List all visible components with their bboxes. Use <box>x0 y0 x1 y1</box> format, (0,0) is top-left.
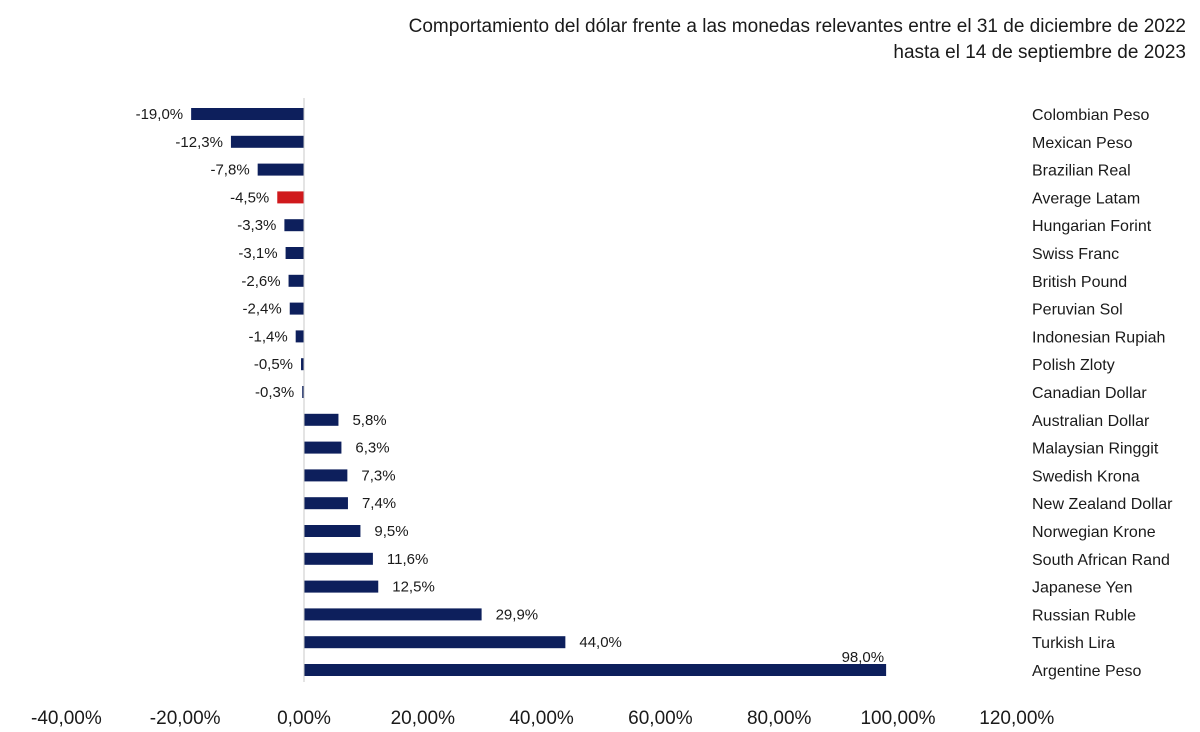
chart-title-line-2: hasta el 14 de septiembre de 2023 <box>893 42 1186 63</box>
bar-0 <box>191 108 304 120</box>
category-label: Colombian Peso <box>1032 107 1150 124</box>
category-label: Mexican Peso <box>1032 135 1133 152</box>
data-label: -1,4% <box>248 328 287 345</box>
category-label: Brazilian Real <box>1032 163 1131 180</box>
x-tick-label: 80,00% <box>747 708 812 729</box>
bar-7 <box>289 302 304 315</box>
category-label: Average Latam <box>1032 190 1140 207</box>
data-label: 44,0% <box>579 634 622 651</box>
bar-20 <box>304 664 887 676</box>
ticks-layer: -40,00% -20,00% 0,00% 20,00% 40,00% 60,00% 80,… <box>31 708 1054 729</box>
data-label: -0,3% <box>255 384 294 401</box>
chart-title-line-1: Comportamiento del dólar frente a las mo… <box>408 16 1186 37</box>
category-label: Japanese Yen <box>1032 580 1133 597</box>
category-label: Russian Ruble <box>1032 607 1136 624</box>
bar-2 <box>257 163 304 176</box>
bar-9 <box>301 358 304 371</box>
x-tick-label: 60,00% <box>628 708 693 729</box>
category-label: Australian Dollar <box>1032 413 1150 430</box>
x-tick-label: -20,00% <box>150 708 221 729</box>
bar-12 <box>304 441 342 454</box>
bar-5 <box>285 247 304 259</box>
data-label: -7,8% <box>210 162 249 179</box>
category-label: New Zealand Dollar <box>1032 496 1173 513</box>
data-label: -3,1% <box>238 245 277 262</box>
category-label: Swiss Franc <box>1032 246 1119 263</box>
data-label: -2,6% <box>241 273 280 290</box>
bar-6 <box>288 274 304 287</box>
data-label: -3,3% <box>237 217 276 234</box>
category-label: Polish Zloty <box>1032 357 1115 374</box>
bar-4 <box>284 219 304 232</box>
category-label: Argentine Peso <box>1032 663 1142 680</box>
bar-14 <box>304 497 348 510</box>
bar-17 <box>304 580 379 593</box>
bar-15 <box>304 525 361 537</box>
category-label: Hungarian Forint <box>1032 218 1152 235</box>
data-label: 9,5% <box>374 523 408 540</box>
data-label: 11,6% <box>387 551 428 568</box>
data-label: 6,3% <box>355 440 389 457</box>
data-label: 5,8% <box>352 412 386 429</box>
data-label: -12,3% <box>175 134 223 151</box>
bar-13 <box>304 469 348 482</box>
bars-layer <box>191 108 887 676</box>
category-label: Norwegian Krone <box>1032 524 1156 541</box>
data-label: -19,0% <box>136 106 184 123</box>
chart-title: Comportamiento del dólar frente a las mo… <box>186 14 1186 66</box>
x-tick-label: -40,00% <box>31 708 102 729</box>
data-label: 29,9% <box>496 606 539 623</box>
category-label: Canadian Dollar <box>1032 385 1147 402</box>
category-label: Indonesian Rupiah <box>1032 329 1165 346</box>
category-label: Peruvian Sol <box>1032 302 1123 319</box>
x-tick-label: 40,00% <box>509 708 574 729</box>
bar-11 <box>304 413 339 426</box>
bar-19 <box>304 636 566 649</box>
data-label: -4,5% <box>230 189 269 206</box>
data-label: 7,3% <box>361 467 395 484</box>
bar-16 <box>304 552 373 565</box>
data-label: 7,4% <box>362 495 396 512</box>
bar-10 <box>302 386 304 398</box>
bar-18 <box>304 608 482 621</box>
data-label: 12,5% <box>392 579 435 596</box>
data-label: -0,5% <box>254 356 293 373</box>
category-label: Malaysian Ringgit <box>1032 441 1159 458</box>
labels-layer: -19,0% Colombian Peso -12,3% Mexican Peso -7… <box>136 106 1174 680</box>
category-label: Swedish Krona <box>1032 468 1140 485</box>
category-label: Turkish Lira <box>1032 635 1115 652</box>
bar-1 <box>230 135 304 148</box>
bar-8 <box>295 330 304 343</box>
x-tick-label: 20,00% <box>391 708 456 729</box>
x-tick-label: 0,00% <box>277 708 331 729</box>
data-label: 98,0% <box>842 649 885 666</box>
x-tick-label: 120,00% <box>979 708 1054 729</box>
category-label: British Pound <box>1032 274 1127 291</box>
category-label: South African Rand <box>1032 552 1170 569</box>
data-label: -2,4% <box>243 301 282 318</box>
x-tick-label: 100,00% <box>860 708 935 729</box>
bar-3 <box>277 191 304 204</box>
